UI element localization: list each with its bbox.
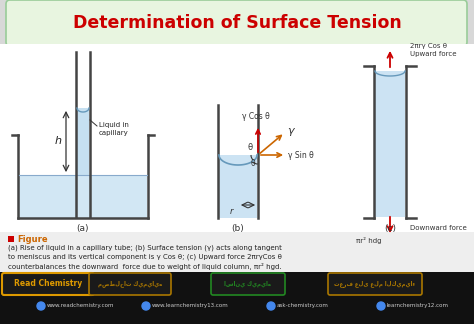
Text: to meniscus and its vertical component is γ Cos θ; (c) Upward force 2πrγCos θ: to meniscus and its vertical component i… (8, 254, 282, 260)
Text: Upward force: Upward force (410, 51, 456, 57)
Text: 2πrγ Cos θ: 2πrγ Cos θ (410, 43, 447, 49)
Text: (a) Rise of liquid in a capillary tube; (b) Surface tension (γ) acts along tange: (a) Rise of liquid in a capillary tube; … (8, 245, 282, 251)
Text: πr² hdg: πr² hdg (356, 237, 382, 244)
Circle shape (142, 302, 150, 310)
Bar (8, 236, 14, 242)
Text: (a): (a) (77, 224, 89, 233)
Text: اساني كيمياه: اساني كيمياه (224, 281, 272, 287)
Circle shape (37, 302, 45, 310)
Bar (219, 155, 257, 218)
Text: learnchemistry12.com: learnchemistry12.com (387, 304, 449, 308)
FancyBboxPatch shape (328, 273, 422, 295)
Text: γ Cos θ: γ Cos θ (242, 112, 270, 121)
FancyBboxPatch shape (2, 273, 94, 295)
Text: θ: θ (251, 158, 255, 168)
Bar (0, 232, 474, 282)
Text: γ: γ (287, 125, 293, 135)
Text: Determination of Surface Tension: Determination of Surface Tension (73, 14, 401, 32)
FancyBboxPatch shape (211, 273, 285, 295)
Text: h: h (55, 136, 62, 146)
Text: Read Chemistry: Read Chemistry (14, 280, 82, 288)
Text: (b): (b) (232, 224, 245, 233)
Text: مصطلحات كيميايه: مصطلحات كيميايه (98, 281, 162, 287)
Bar (0, 272, 474, 324)
Circle shape (377, 302, 385, 310)
FancyBboxPatch shape (89, 273, 171, 295)
Bar (77, 108, 89, 175)
Text: θ: θ (247, 143, 253, 152)
Text: تعرف على علم الكيمياء: تعرف على علم الكيمياء (334, 281, 416, 287)
Bar (19, 175, 147, 218)
Text: Figure: Figure (17, 235, 47, 244)
Circle shape (267, 302, 275, 310)
Text: Downward force: Downward force (410, 225, 467, 231)
Text: γ Sin θ: γ Sin θ (288, 151, 314, 159)
FancyBboxPatch shape (6, 0, 467, 46)
Text: counterbalances the downward  force due to weight of liquid column, πr² hgd.: counterbalances the downward force due t… (8, 262, 282, 270)
Text: Liquid in
capillary: Liquid in capillary (99, 122, 129, 136)
Text: www.readchemistry.com: www.readchemistry.com (47, 304, 115, 308)
Text: ask-chemistry.com: ask-chemistry.com (277, 304, 329, 308)
Text: (c): (c) (384, 224, 396, 233)
Text: r: r (229, 207, 233, 216)
Bar (375, 71, 405, 217)
Bar (0, 44, 474, 232)
Text: www.learnchemistry13.com: www.learnchemistry13.com (152, 304, 229, 308)
